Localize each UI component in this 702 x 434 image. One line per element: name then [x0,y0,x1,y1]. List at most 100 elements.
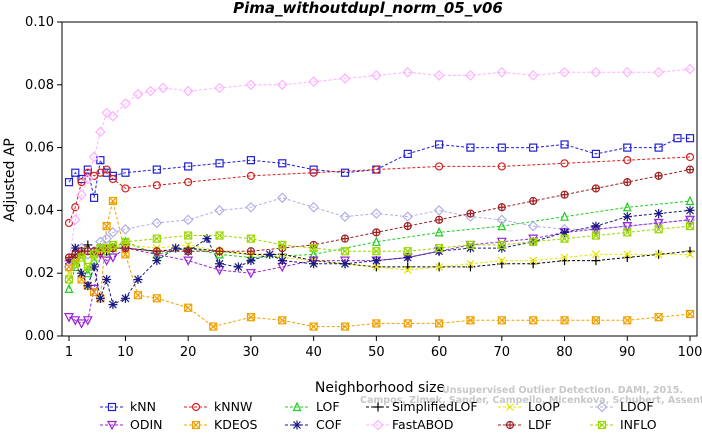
point-knnw [77,178,86,187]
x-tick-label: 30 [243,345,260,360]
point-knn [560,140,569,149]
point-loop [403,266,412,274]
point-knn [121,168,130,177]
point-ldof [527,220,539,232]
point-lof [371,236,381,246]
point-cof [108,300,118,310]
point-knnw [560,159,569,168]
point-kdeos [152,294,161,303]
point-loop [654,250,663,259]
series-inflo [64,222,695,284]
point-cof [95,293,105,303]
legend-marker-ldof [596,401,608,413]
point-fastabod [145,85,156,97]
watermark-line-2: Campos, Zimek, Sander, Campello, Micenko… [360,395,702,406]
x-tick-label: 1 [65,345,73,360]
point-ldf [560,190,569,199]
point-odin [101,256,112,266]
point-fastabod [120,98,131,109]
point-fastabod [69,214,81,226]
point-ldof [402,211,414,223]
point-cof [89,262,99,272]
point-cof [591,221,601,231]
series-layer [63,63,696,331]
point-ldf [372,228,381,237]
point-kdeos [133,291,143,300]
x-tick-label: 20 [180,345,197,360]
legend-marker-fastabod [372,419,384,431]
point-knnw [685,152,695,162]
point-fastabod [107,110,119,122]
point-cof [654,209,664,219]
point-inflo [278,240,287,250]
point-cof [77,268,87,278]
y-tick-label: 0.04 [25,203,54,218]
point-loop [591,250,600,259]
point-fastabod [132,88,144,100]
point-kdeos [497,316,506,325]
point-ldof [107,227,119,238]
legend-marker-simplifiedlof [373,402,383,412]
point-inflo [184,231,193,240]
point-knn [340,168,350,177]
legend-label-ldof: LDOF [620,399,654,414]
legend-label-knnw: kNNW [214,399,252,414]
legend-item-ldof: LDOF [590,399,654,414]
point-knn [529,143,538,152]
point-inflo [623,228,632,237]
point-lof [434,226,444,237]
point-odin [340,256,350,266]
series-line-fastabod [68,68,691,261]
point-lof [83,267,93,278]
legend-label-ldf: LDF [528,417,552,432]
point-knn [278,159,287,168]
point-ldof [371,208,382,219]
point-knnw [96,168,105,177]
point-knn [152,165,161,174]
point-fastabod [276,79,288,91]
y-tick-label: 0.06 [25,141,54,156]
legend-marker-knn [107,402,117,412]
legend-label-inflo: INFLO [620,417,657,432]
point-fastabod [308,76,319,88]
point-ldf [529,196,538,206]
point-odin [107,253,118,263]
point-ldof [214,205,225,216]
point-fastabod [182,85,194,97]
series-ldf [64,165,695,262]
point-cof [120,293,130,303]
point-cof [340,259,350,269]
point-kdeos [654,313,663,322]
point-knn [673,134,682,143]
point-inflo [403,247,412,256]
point-ldf [64,253,74,262]
point-knn [96,156,105,165]
point-inflo [529,237,538,246]
point-cof [246,256,256,266]
legend-label-fastabod: FastABOD [392,417,454,432]
x-tick-label: 90 [619,345,636,360]
series-line-simplifiedlof [68,244,691,268]
point-knnw [89,171,99,180]
point-loop [686,250,694,259]
point-inflo [466,240,475,250]
point-inflo [372,247,381,256]
point-fastabod [245,79,257,91]
point-fastabod [88,151,100,163]
legend-marker-knnw [191,402,201,412]
point-ldof [151,217,163,229]
x-tick-label: 100 [678,345,702,360]
legend-item-knnw: kNNW [184,399,252,414]
point-knn [466,143,475,152]
point-odin [653,218,664,229]
point-inflo [215,231,224,240]
point-inflo [654,225,663,234]
point-ldf [685,165,695,174]
point-knnw [121,184,130,193]
point-knnw [64,218,74,228]
legend-item-knn: kNN [100,399,156,414]
point-ldf [654,171,663,180]
point-knnw [83,168,92,177]
watermark-line-1: Unsupervised Outlier Detection. DAMI, 20… [442,385,683,396]
